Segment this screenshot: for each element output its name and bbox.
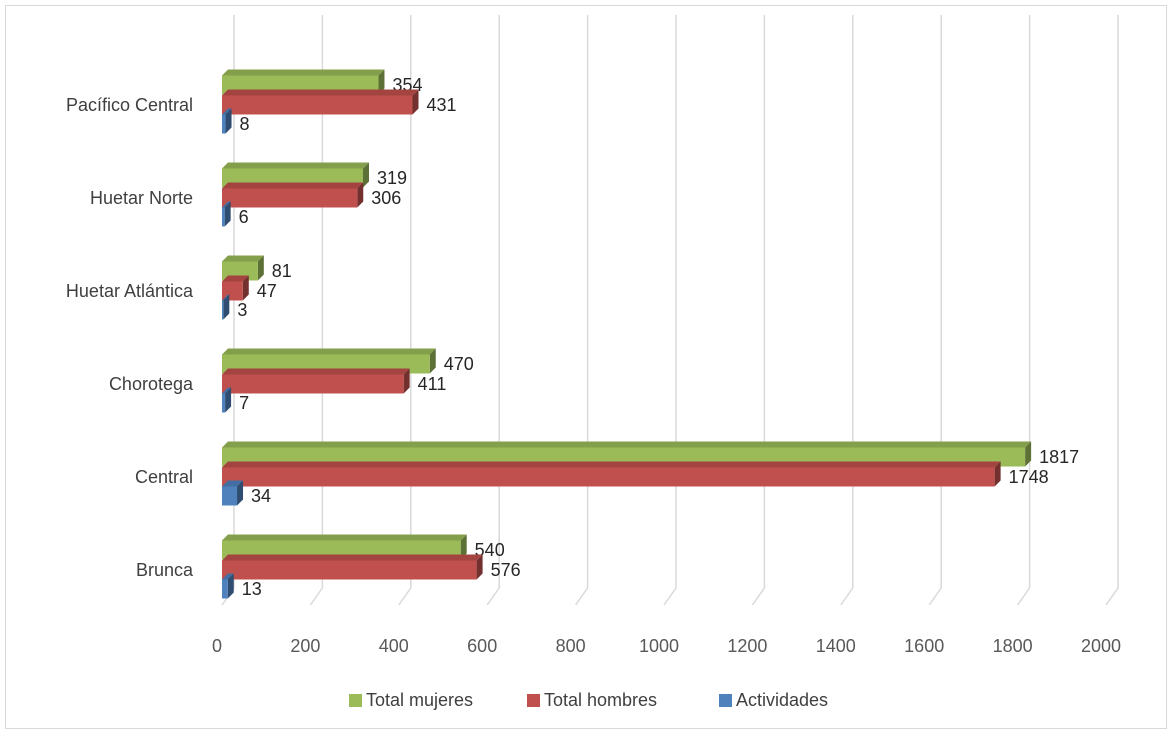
bar-side-face — [223, 294, 230, 320]
data-label: 576 — [491, 560, 521, 580]
chart-frame — [5, 5, 1167, 729]
bar-top-face — [222, 573, 234, 580]
bar — [222, 393, 226, 413]
bar-side-face — [224, 201, 231, 227]
bar-top-face — [222, 368, 410, 375]
bar-side-face — [237, 480, 244, 506]
category-label: Chorotega — [109, 374, 194, 394]
gridline-floor — [928, 587, 942, 606]
bar-top-face — [222, 441, 1032, 448]
x-tick-label: 1800 — [993, 636, 1033, 656]
bar-top-face — [222, 255, 264, 262]
bar — [222, 560, 477, 580]
gridline-floor — [574, 587, 589, 606]
x-tick-label: 200 — [290, 636, 320, 656]
bar-side-face — [225, 387, 232, 413]
bar — [222, 114, 226, 134]
bar — [222, 579, 228, 599]
data-label: 306 — [371, 188, 401, 208]
bar-top-face — [222, 294, 230, 301]
bar-top-face — [222, 480, 244, 487]
data-label: 13 — [242, 579, 262, 599]
bar-top-face — [222, 275, 249, 282]
x-tick-label: 2000 — [1081, 636, 1121, 656]
data-label: 3 — [237, 300, 247, 320]
bar-side-face — [429, 348, 436, 374]
bar — [222, 207, 225, 227]
bar-side-face — [362, 162, 369, 188]
gridline-floor — [1016, 587, 1031, 606]
data-label: 34 — [251, 486, 271, 506]
bar — [222, 188, 358, 208]
bar-top-face — [222, 69, 385, 76]
bar-top-face — [222, 534, 467, 541]
x-tick-label: 1400 — [816, 636, 856, 656]
bar-top-face — [222, 461, 1001, 468]
data-label: 319 — [377, 168, 407, 188]
bar-side-face — [257, 255, 264, 281]
category-label: Huetar Norte — [90, 188, 193, 208]
data-label: 6 — [239, 207, 249, 227]
bar-side-face — [460, 534, 467, 560]
bar-side-face — [242, 275, 249, 301]
gridline-floor — [309, 587, 324, 606]
category-label: Central — [135, 467, 193, 487]
data-label: 7 — [239, 393, 249, 413]
data-label: 1748 — [1009, 467, 1049, 487]
bar-side-face — [476, 554, 483, 580]
gridline-floor — [398, 587, 412, 606]
bar-side-face — [994, 461, 1001, 487]
category-label: Pacífico Central — [66, 95, 193, 115]
legend-label: Actividades — [736, 690, 828, 710]
bar-side-face — [412, 89, 419, 115]
bar — [222, 300, 224, 320]
data-label: 1817 — [1039, 447, 1079, 467]
bar-top-face — [222, 348, 436, 355]
bar-top-face — [222, 162, 369, 169]
data-label: 411 — [418, 374, 447, 394]
bar-side-face — [357, 182, 364, 208]
legend-label: Total hombres — [544, 690, 657, 710]
data-label: 81 — [272, 261, 292, 281]
bar — [222, 374, 404, 394]
bar-top-face — [222, 201, 231, 208]
x-tick-label: 1600 — [904, 636, 944, 656]
bar-side-face — [403, 368, 410, 394]
data-label: 431 — [427, 95, 457, 115]
bar-side-face — [1025, 441, 1032, 467]
bar-top-face — [222, 182, 364, 189]
bar-top-face — [222, 108, 232, 115]
x-tick-label: 800 — [556, 636, 586, 656]
x-tick-label: 1000 — [639, 636, 679, 656]
bar-top-face — [222, 554, 483, 561]
gridline-floor — [663, 587, 677, 606]
gridline-floor — [751, 587, 766, 606]
bar-side-face — [378, 69, 385, 95]
data-label: 8 — [240, 114, 250, 134]
bar-side-face — [227, 573, 234, 599]
bar-top-face — [222, 89, 419, 96]
x-tick-label: 600 — [467, 636, 497, 656]
bar-side-face — [225, 108, 232, 134]
category-label: Brunca — [136, 560, 194, 580]
data-label: 470 — [444, 354, 474, 374]
legend-swatch — [349, 694, 362, 707]
bar-top-face — [222, 387, 232, 394]
bar — [222, 95, 413, 115]
legend-swatch — [527, 694, 540, 707]
x-tick-label: 400 — [379, 636, 409, 656]
data-label: 47 — [257, 281, 277, 301]
legend-swatch — [719, 694, 732, 707]
legend-label: Total mujeres — [366, 690, 473, 710]
category-label: Huetar Atlántica — [66, 281, 194, 301]
gridline-floor — [1105, 587, 1119, 606]
bar — [222, 486, 238, 506]
x-tick-label: 0 — [212, 636, 222, 656]
gridline-floor — [486, 587, 500, 606]
bar — [222, 467, 995, 487]
gridline-floor — [840, 587, 854, 606]
x-tick-label: 1200 — [727, 636, 767, 656]
